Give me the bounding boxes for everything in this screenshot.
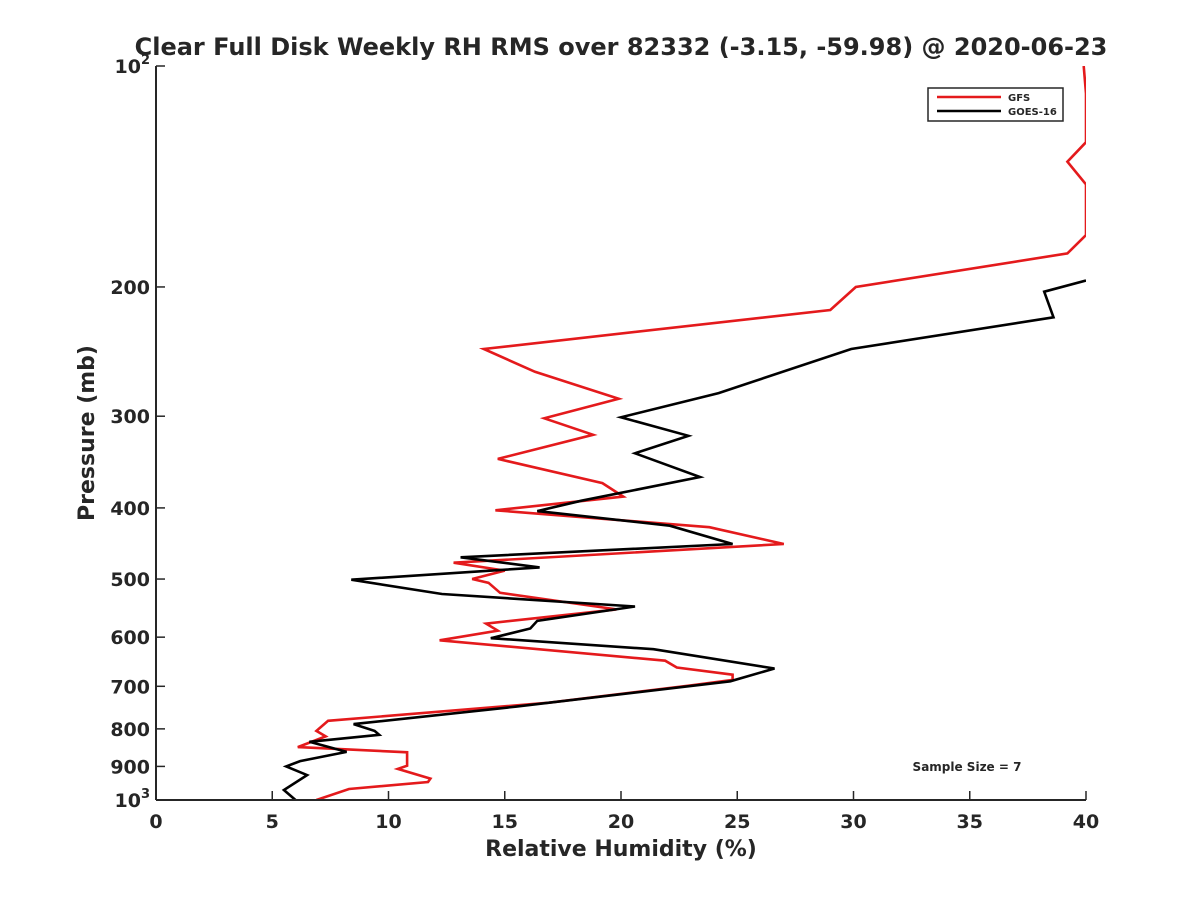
legend-box — [927, 87, 1064, 122]
x-tick-label: 20 — [608, 811, 634, 833]
y-tick-label: 700 — [110, 676, 150, 698]
y-tick-label: 800 — [110, 719, 150, 741]
legend: GFS GOES-16 — [927, 87, 1064, 122]
x-tick-label: 5 — [266, 811, 279, 833]
y-tick-label: 600 — [110, 627, 150, 649]
y-tick-label: 200 — [110, 277, 150, 299]
x-tick-label: 0 — [149, 811, 162, 833]
x-tick-label: 30 — [840, 811, 866, 833]
series-line-goes-16 — [281, 279, 1086, 800]
plot-area: 0 5 10 15 20 25 30 35 40 102 200 300 400 500 600 700 800… — [110, 53, 1099, 833]
x-tick-label: 35 — [957, 811, 983, 833]
y-axis-label: Pressure (mb) — [75, 345, 100, 521]
y-tick-label: 300 — [110, 406, 150, 428]
series-line-gfs — [297, 66, 1086, 800]
y-tick-label: 103 — [115, 787, 151, 812]
y-tick-label: 900 — [110, 756, 150, 778]
y-tick-label: 500 — [110, 569, 150, 591]
legend-label: GOES-16 — [1008, 107, 1057, 118]
x-tick-label: 15 — [492, 811, 518, 833]
y-tick-label: 400 — [110, 498, 150, 520]
x-axis-label: Relative Humidity (%) — [485, 837, 757, 862]
x-tick-label: 10 — [375, 811, 401, 833]
chart-title: Clear Full Disk Weekly RH RMS over 82332… — [135, 33, 1108, 61]
legend-label: GFS — [1008, 93, 1030, 104]
x-tick-label: 25 — [724, 811, 750, 833]
x-tick-label: 40 — [1073, 811, 1099, 833]
sample-size-annotation: Sample Size = 7 — [913, 760, 1022, 774]
y-tick-label: 102 — [115, 53, 151, 78]
